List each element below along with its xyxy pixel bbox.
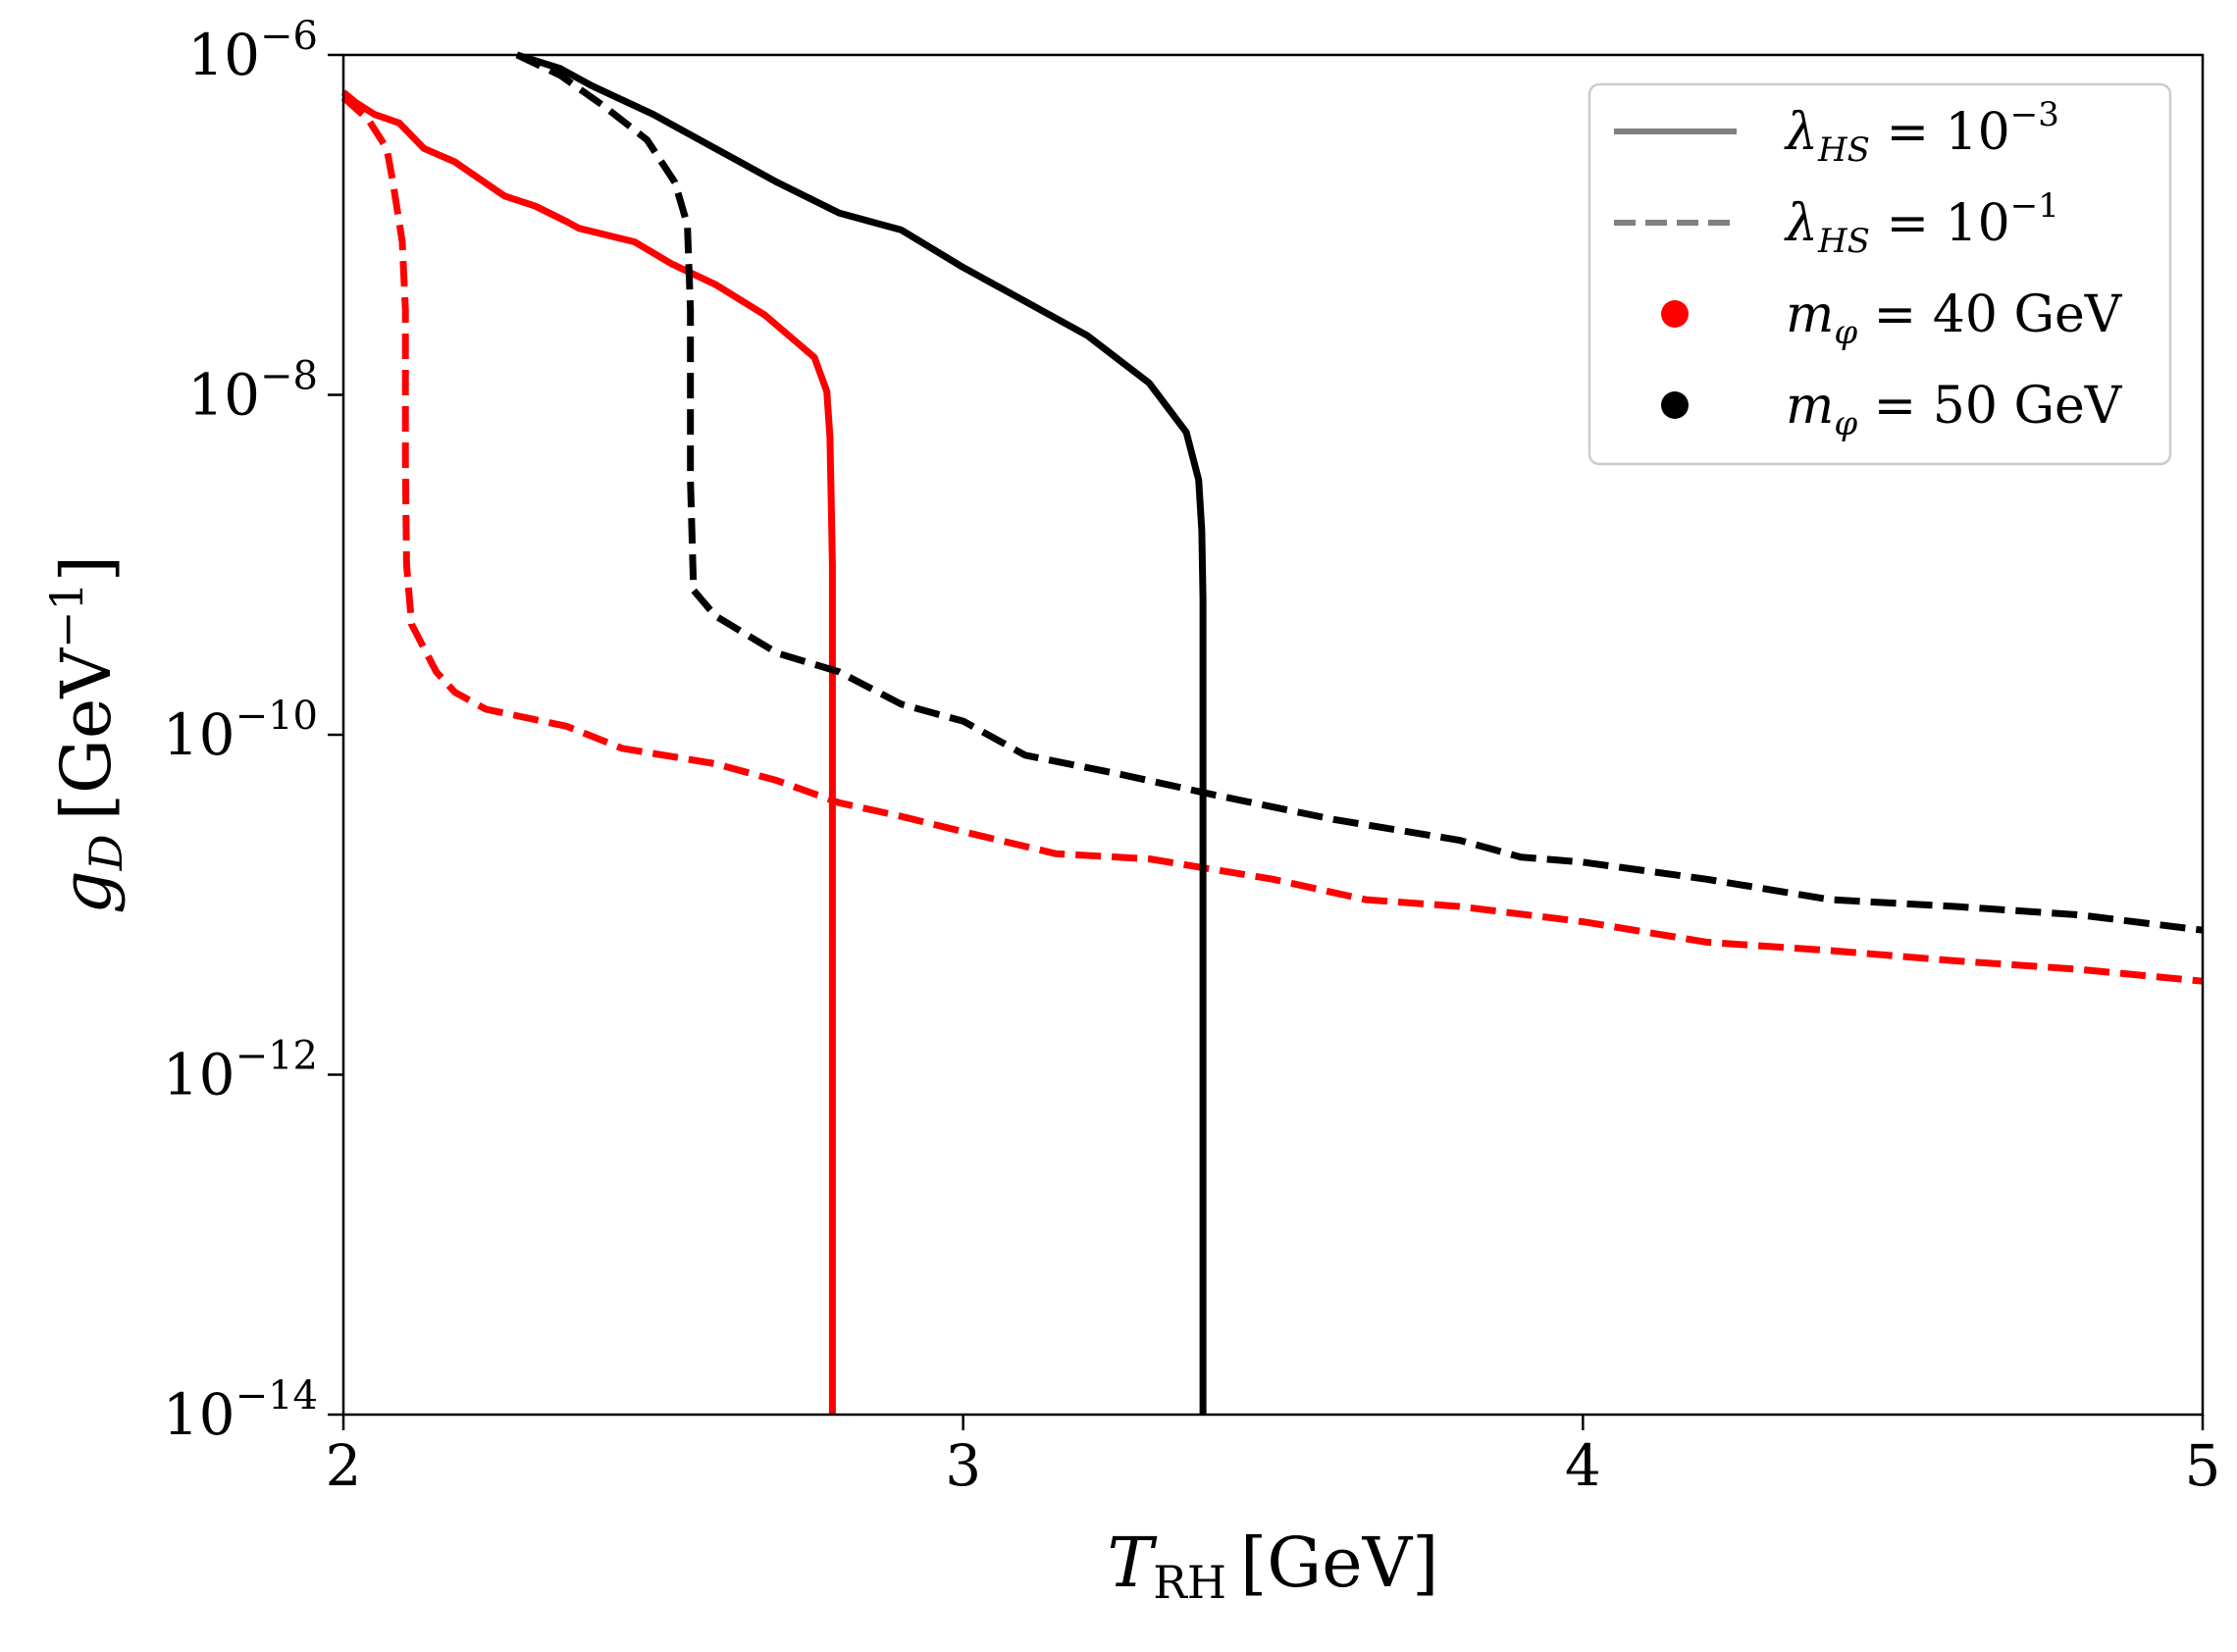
legend-label: λHS = 10−3 [1784, 95, 2059, 170]
y-tick-label: 10−14 [163, 1373, 318, 1448]
legend-swatch-dot [1661, 391, 1689, 419]
x-axis-label-unit: [GeV] [1240, 1523, 1439, 1603]
legend-label: mφ = 50 GeV [1786, 377, 2123, 443]
legend-swatch-dot [1661, 300, 1689, 328]
y-tick-label: 10−12 [163, 1034, 318, 1109]
legend-box [1587, 82, 2172, 466]
series-line-1 [340, 89, 836, 1415]
x-axis-label-symbol: T [1108, 1523, 1158, 1603]
legend-entries: λHS = 10−3 λHS = 10−1 mφ = 40 GeV mφ = 50 G… [1614, 95, 2123, 443]
y-axis-label-symbol: g [46, 870, 127, 914]
series-line-4 [515, 51, 2204, 934]
x-tick-label: 4 [1565, 1432, 1601, 1499]
x-tick-label: 2 [326, 1432, 362, 1499]
y-axis-label-exp: −1 [40, 582, 93, 648]
ticks-layer: 2 3 4 5 10−6 10−8 10−10 10−12 10−14 [163, 14, 2221, 1499]
y-tick-label: 10−10 [163, 694, 318, 768]
legend: λHS = 10−3 λHS = 10−1 mφ = 40 GeV mφ = 50 G… [1587, 82, 2172, 466]
x-axis-label: TRH [GeV] [1108, 1523, 1439, 1609]
series-layer [340, 51, 2204, 1415]
x-axis-label-sub: RH [1153, 1556, 1226, 1609]
y-tick-label: 10−8 [187, 354, 318, 429]
series-line-3 [515, 51, 1207, 1415]
y-axis-label-close: ] [46, 555, 127, 582]
y-axis-label-sub: D [79, 834, 132, 871]
y-axis-label: gD [GeV−1] [40, 555, 132, 914]
x-tick-label: 3 [945, 1432, 981, 1499]
x-tick-label: 5 [2185, 1432, 2221, 1499]
y-tick-label: 10−6 [187, 14, 318, 88]
y-axis-label-unit: [GeV [46, 647, 127, 821]
series-line-2 [340, 94, 2204, 985]
legend-label: mφ = 40 GeV [1786, 285, 2123, 352]
legend-label: λHS = 10−1 [1784, 186, 2059, 261]
